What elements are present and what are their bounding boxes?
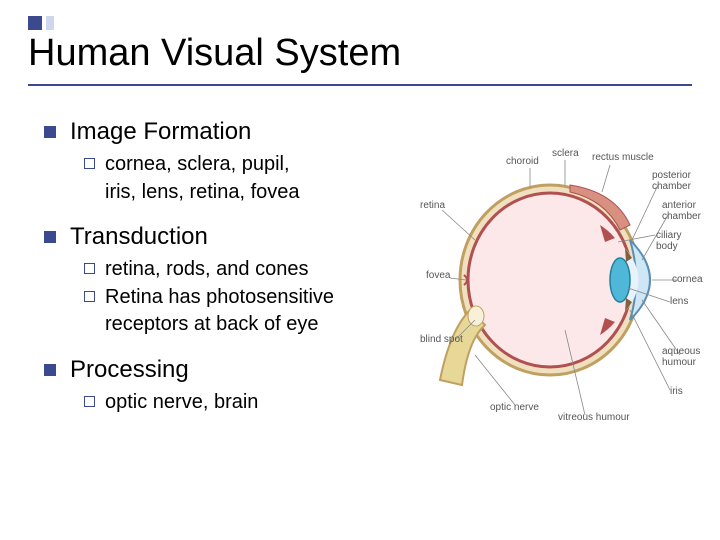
label-cornea: cornea — [672, 274, 703, 285]
sub-list: retina, rods, and cones Retina has photo… — [84, 257, 414, 338]
choroid-shape — [468, 193, 632, 367]
sub-item-cont: receptors at back of eye — [105, 312, 414, 338]
label-rectus-muscle: rectus muscle — [592, 152, 654, 163]
sub-bullet-icon — [84, 291, 95, 302]
label-anterior-chamber: anterior chamber — [662, 200, 707, 222]
bullet-icon — [44, 364, 56, 376]
sub-item-text: retina, rods, and cones — [105, 257, 308, 283]
sub-item-text: optic nerve, brain — [105, 390, 258, 416]
accent-block — [28, 16, 42, 30]
label-optic-nerve: optic nerve — [490, 402, 539, 413]
lens-shape — [610, 258, 630, 302]
sub-item: Retina has photosensitive — [84, 285, 414, 311]
section-heading: Transduction — [70, 223, 208, 251]
section-heading: Processing — [70, 356, 189, 384]
section-heading-row: Transduction — [44, 223, 414, 251]
label-fovea: fovea — [426, 270, 450, 281]
label-blind-spot: blind spot — [420, 334, 463, 345]
section-heading-row: Processing — [44, 356, 414, 384]
title-rule — [28, 84, 692, 86]
label-ciliary-body: ciliary body — [656, 230, 700, 252]
accent-block-light — [46, 16, 54, 30]
sub-bullet-icon — [84, 263, 95, 274]
sub-item: optic nerve, brain — [84, 390, 414, 416]
sub-item-text: Retina has photosensitive — [105, 285, 334, 311]
content-area: Image Formation cornea, sclera, pupil, i… — [44, 118, 414, 434]
label-iris: iris — [670, 386, 683, 397]
label-lens: lens — [670, 296, 688, 307]
label-vitreous-humour: vitreous humour — [558, 412, 630, 423]
label-sclera: sclera — [552, 148, 579, 159]
bullet-icon — [44, 126, 56, 138]
blind-spot-shape — [468, 306, 484, 326]
section-heading-row: Image Formation — [44, 118, 414, 146]
eye-diagram: choroid sclera rectus muscle retina post… — [420, 130, 700, 430]
label-posterior-chamber: posterior chamber — [652, 170, 702, 192]
sub-item: cornea, sclera, pupil, — [84, 152, 414, 178]
sub-item: retina, rods, and cones — [84, 257, 414, 283]
sub-bullet-icon — [84, 396, 95, 407]
sub-list: cornea, sclera, pupil, iris, lens, retin… — [84, 152, 414, 205]
sub-item-text: cornea, sclera, pupil, — [105, 152, 290, 178]
label-aqueous-humour: aqueous humour — [662, 346, 707, 368]
sub-list: optic nerve, brain — [84, 390, 414, 416]
bullet-icon — [44, 231, 56, 243]
label-retina: retina — [420, 200, 445, 211]
sub-bullet-icon — [84, 158, 95, 169]
section-heading: Image Formation — [70, 118, 251, 146]
label-choroid: choroid — [506, 156, 539, 167]
sub-item-cont: iris, lens, retina, fovea — [105, 180, 414, 206]
page-title: Human Visual System — [28, 32, 401, 75]
